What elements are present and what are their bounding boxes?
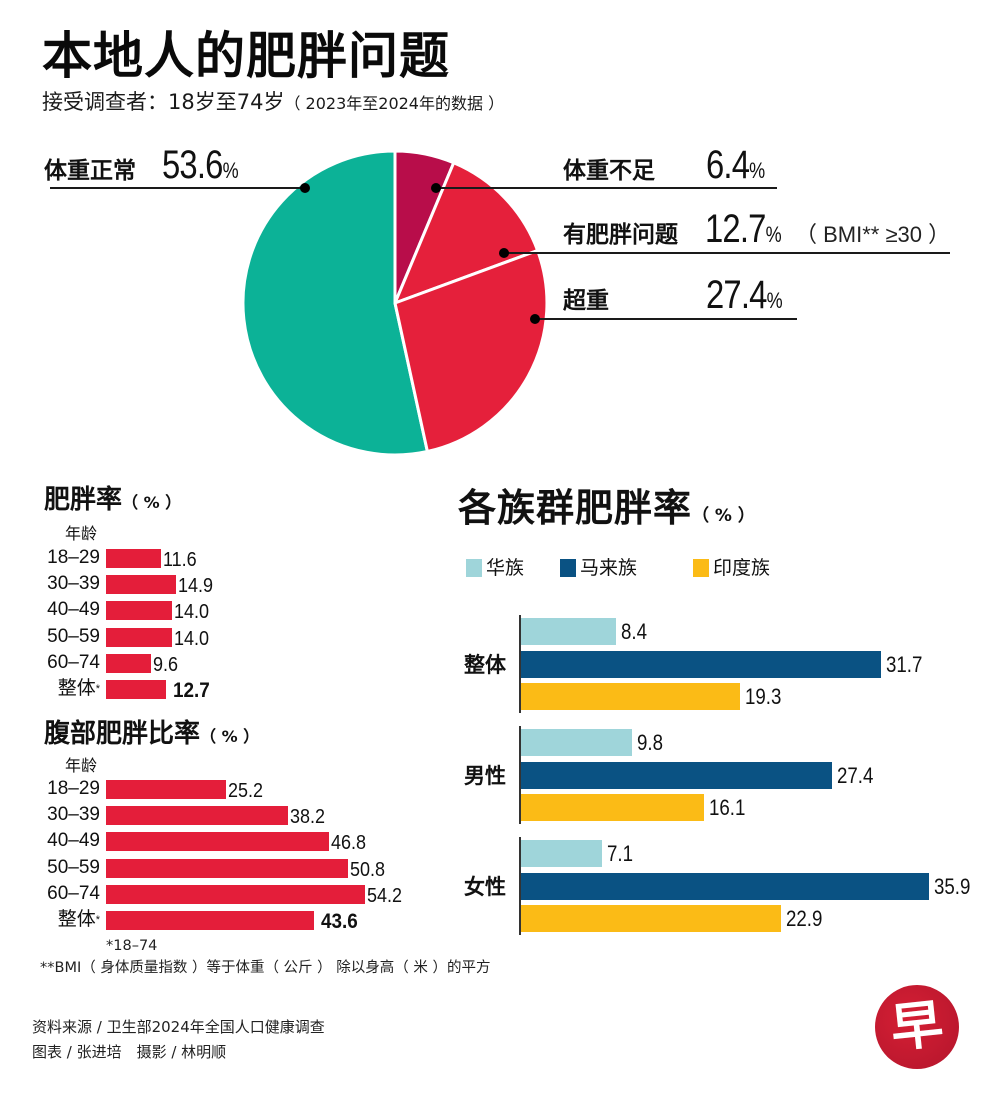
- obesity-age-header: 年龄: [65, 524, 98, 543]
- ethnic-bar-value: 7.1: [606, 841, 633, 866]
- footnote-bmi: **BMI（ 身体质量指数 ）等于体重（ 公斤 ） 除以身高（ 米 ）的平方: [40, 960, 491, 976]
- ethnic-bar: [521, 650, 882, 678]
- ethnic-bar: [521, 905, 782, 932]
- obesity-bar-value: 14.0: [174, 627, 210, 650]
- obesity-bar-value: 11.6: [162, 549, 197, 571]
- ethnic-axis-line: [519, 837, 521, 935]
- obesity-row-label: 40–49: [47, 599, 100, 621]
- page-subtitle: 接受调查者：18岁至74岁（ 2023年至2024年的数据 ）: [42, 88, 504, 118]
- abdominal-age-header: 年龄: [65, 756, 98, 775]
- ethnic-bar-value: 22.9: [786, 906, 823, 931]
- abdominal-bar-value: 25.2: [228, 780, 264, 802]
- abdominal-bar: [106, 832, 330, 852]
- obesity-bar: [106, 680, 166, 699]
- obesity-bar: [106, 575, 177, 595]
- ethnic-bar: [521, 761, 833, 789]
- pie-chart: [50, 149, 950, 457]
- pie-value-obese: 12.7%: [705, 207, 782, 251]
- credit-byline: 图表 / 张进培 摄影 / 林明顺: [32, 1043, 227, 1061]
- pie-slice-obese: [393, 161, 540, 305]
- ethnic-bar-value: 35.9: [933, 873, 971, 899]
- obesity-row-label: 18–29: [47, 547, 100, 568]
- abdominal-bar-value: 54.2: [366, 884, 402, 907]
- ethnic-bar-value: 16.1: [708, 795, 746, 820]
- leader-dot-normal: [300, 183, 310, 193]
- pie-slice-overweight: [393, 249, 549, 453]
- ethnic-bar: [521, 683, 741, 710]
- obesity-bar-value: 14.9: [178, 575, 214, 598]
- legend-chinese: 华族: [466, 557, 524, 579]
- leader-dot-underweight: [431, 183, 441, 193]
- ethnic-bar: [521, 794, 704, 821]
- ethnic-bar-value: 9.8: [637, 730, 664, 755]
- leader-dot-overweight: [530, 314, 540, 324]
- footnote-age-range: *18–74: [106, 938, 158, 954]
- abdominal-bar-value: 50.8: [350, 858, 386, 881]
- obesity-row-label: 整体*: [57, 678, 100, 699]
- ethnic-bar: [521, 618, 617, 645]
- abdominal-row-label: 18–29: [47, 778, 100, 799]
- abdominal-row-label: 50–59: [47, 856, 100, 878]
- abdominal-bar: [106, 858, 349, 878]
- abdominal-bar-value: 46.8: [331, 832, 367, 855]
- pie-label-obese: 有肥胖问题: [563, 222, 678, 248]
- ethnic-group-label: 男性: [464, 764, 506, 788]
- pie-note-bmi: （ BMI** ≥30 ）: [795, 222, 951, 247]
- abdominal-row-label: 整体*: [57, 909, 100, 930]
- ethnic-bar: [521, 840, 602, 867]
- legend-swatch-chinese: [466, 559, 482, 577]
- obesity-bar-value: 9.6: [153, 653, 179, 676]
- ethnic-chart-title: 各族群肥胖率（ % ）: [458, 486, 755, 530]
- obesity-bar: [106, 549, 161, 568]
- pie-value-overweight: 27.4%: [706, 273, 783, 317]
- obesity-row-label: 50–59: [47, 625, 100, 647]
- ethnic-bar-value: 8.4: [621, 619, 648, 644]
- legend-indian: 印度族: [693, 557, 770, 579]
- abdominal-bar: [106, 806, 289, 826]
- legend-swatch-indian: [693, 559, 709, 577]
- obesity-bar-value: 12.7: [172, 679, 210, 702]
- ethnic-bar-value: 31.7: [886, 651, 923, 677]
- abdominal-row-label: 60–74: [47, 882, 100, 904]
- leader-dot-obese: [499, 248, 509, 258]
- ethnic-group-label: 整体: [464, 653, 506, 677]
- obesity-bar: [106, 653, 152, 673]
- abdominal-row-label: 30–39: [47, 804, 100, 826]
- subtitle-text: 接受调查者：18岁至74岁: [42, 90, 285, 114]
- obesity-row-label: 30–39: [47, 573, 100, 595]
- ethnic-group-label: 女性: [464, 875, 506, 899]
- obesity-rate-title: 肥胖率（ % ）: [44, 485, 182, 515]
- abdominal-bar: [106, 884, 365, 904]
- legend-swatch-malay: [560, 559, 576, 577]
- obesity-bar: [106, 601, 173, 621]
- abdominal-bar-value: 38.2: [290, 806, 326, 829]
- pie-value-normal: 53.6%: [162, 143, 239, 187]
- pie-slice-normal: [241, 149, 429, 457]
- ethnic-axis-line: [519, 726, 521, 824]
- abdominal-bar: [106, 911, 314, 930]
- pie-label-overweight: 超重: [563, 288, 609, 314]
- ethnic-bar-value: 19.3: [745, 684, 782, 709]
- logo-glyph: 早: [887, 993, 946, 1060]
- ethnic-bar: [521, 729, 633, 756]
- page-title: 本地人的肥胖问题: [42, 27, 450, 85]
- ethnic-bar: [521, 872, 929, 900]
- abdominal-bar: [106, 780, 227, 799]
- pie-label-underweight: 体重不足: [563, 158, 655, 184]
- ethnic-bar-value: 27.4: [837, 762, 874, 788]
- abdominal-rate-title: 腹部肥胖比率（ % ）: [44, 719, 260, 749]
- obesity-bar: [106, 627, 173, 647]
- obesity-row-label: 60–74: [47, 651, 100, 673]
- pie-value-underweight: 6.4%: [706, 143, 766, 187]
- abdominal-row-label: 40–49: [47, 830, 100, 852]
- legend-malay: 马来族: [560, 557, 637, 579]
- zaobao-logo: 早: [875, 985, 959, 1069]
- credit-source: 资料来源 / 卫生部2024年全国人口健康调查: [32, 1018, 325, 1036]
- obesity-bar-value: 14.0: [174, 601, 210, 624]
- pie-label-normal: 体重正常: [44, 158, 136, 184]
- subtitle-note: （ 2023年至2024年的数据 ）: [284, 94, 505, 113]
- abdominal-bar-value: 43.6: [320, 910, 358, 933]
- ethnic-axis-line: [519, 615, 521, 713]
